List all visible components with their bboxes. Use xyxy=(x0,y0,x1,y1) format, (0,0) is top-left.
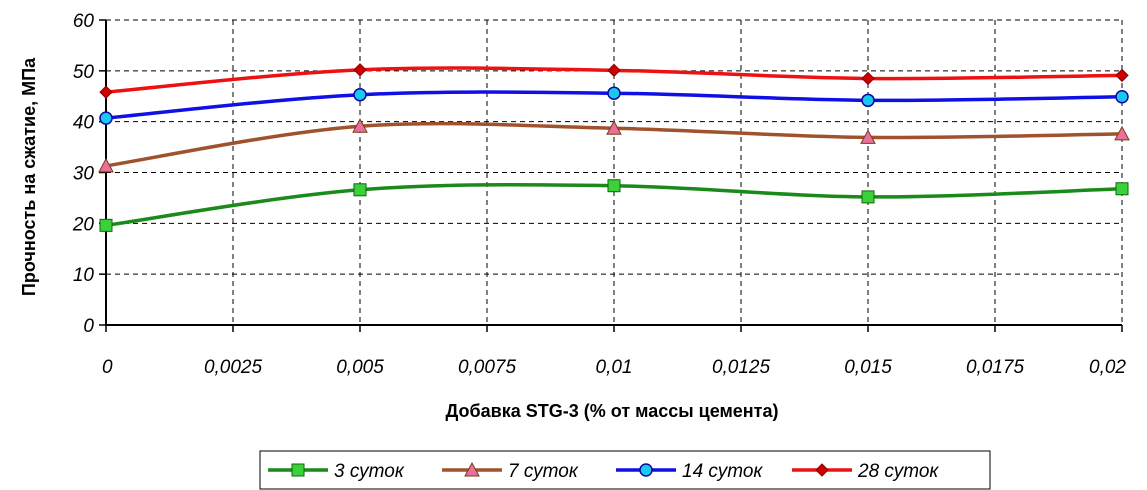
x-tick-label: 0,015 xyxy=(844,357,892,378)
x-tick-label: 0,0025 xyxy=(204,357,263,378)
data-point xyxy=(353,87,367,102)
x-tick-label: 0,02 xyxy=(1089,357,1126,378)
series-3 xyxy=(99,86,1129,125)
legend-label: 14 суток xyxy=(682,461,763,482)
x-tick-label: 0,01 xyxy=(596,357,633,378)
data-point xyxy=(860,129,876,144)
y-tick-label: 10 xyxy=(73,265,95,286)
data-point xyxy=(353,183,367,197)
data-point xyxy=(607,179,621,193)
data-point xyxy=(1115,90,1129,104)
legend-item-4: 28 суток xyxy=(792,461,939,482)
data-point xyxy=(1115,68,1129,83)
data-point xyxy=(1114,125,1130,141)
series-group xyxy=(98,63,1130,232)
y-tick-label: 60 xyxy=(73,11,95,32)
data-point xyxy=(606,120,622,135)
x-axis-title: Добавка STG-3 (% от массы цемента) xyxy=(446,401,779,421)
data-point xyxy=(98,157,114,173)
legend-item-3: 14 суток xyxy=(616,461,763,482)
legend-label: 28 суток xyxy=(857,461,939,482)
y-tick-label: 30 xyxy=(73,164,95,185)
legend-item-2: 7 суток xyxy=(442,461,579,482)
data-point xyxy=(607,63,621,78)
data-point xyxy=(861,93,875,108)
data-point xyxy=(353,63,367,77)
tick-labels: 0 10 20 30 40 50 60 0 0,0025 0,005 0,0075 0,01 0,012… xyxy=(72,11,1127,378)
data-point xyxy=(99,111,113,125)
x-tick-label: 0,0075 xyxy=(458,357,517,378)
legend-marker xyxy=(291,463,305,477)
x-tick-label: 0,0175 xyxy=(966,357,1025,378)
data-point xyxy=(607,86,621,100)
y-tick-label: 0 xyxy=(83,316,94,337)
x-tick-label: 0,0125 xyxy=(712,357,771,378)
data-point xyxy=(861,71,875,86)
legend-marker xyxy=(639,463,653,477)
x-tick-label: 0,005 xyxy=(336,357,384,378)
legend-marker xyxy=(815,463,829,477)
data-point xyxy=(99,218,113,232)
data-point xyxy=(352,118,368,133)
legend-marker xyxy=(464,461,480,477)
legend-item-1: 3 суток xyxy=(268,461,405,482)
series-2 xyxy=(98,118,1130,173)
y-tick-label: 20 xyxy=(72,214,95,235)
legend-label: 3 суток xyxy=(334,461,405,482)
x-tick-label: 0 xyxy=(102,357,113,378)
y-tick-label: 40 xyxy=(73,113,95,134)
data-point xyxy=(99,85,113,99)
y-tick-label: 50 xyxy=(73,62,95,83)
y-axis-title: Прочность на сжатие, МПа xyxy=(19,57,39,296)
legend: 3 суток 7 суток 14 суток 28 суток xyxy=(259,450,991,490)
series-4 xyxy=(99,63,1129,99)
axes xyxy=(99,19,1123,332)
data-point xyxy=(1115,182,1129,196)
data-point xyxy=(861,190,875,204)
series-1 xyxy=(99,179,1129,232)
legend-label: 7 суток xyxy=(508,461,579,482)
